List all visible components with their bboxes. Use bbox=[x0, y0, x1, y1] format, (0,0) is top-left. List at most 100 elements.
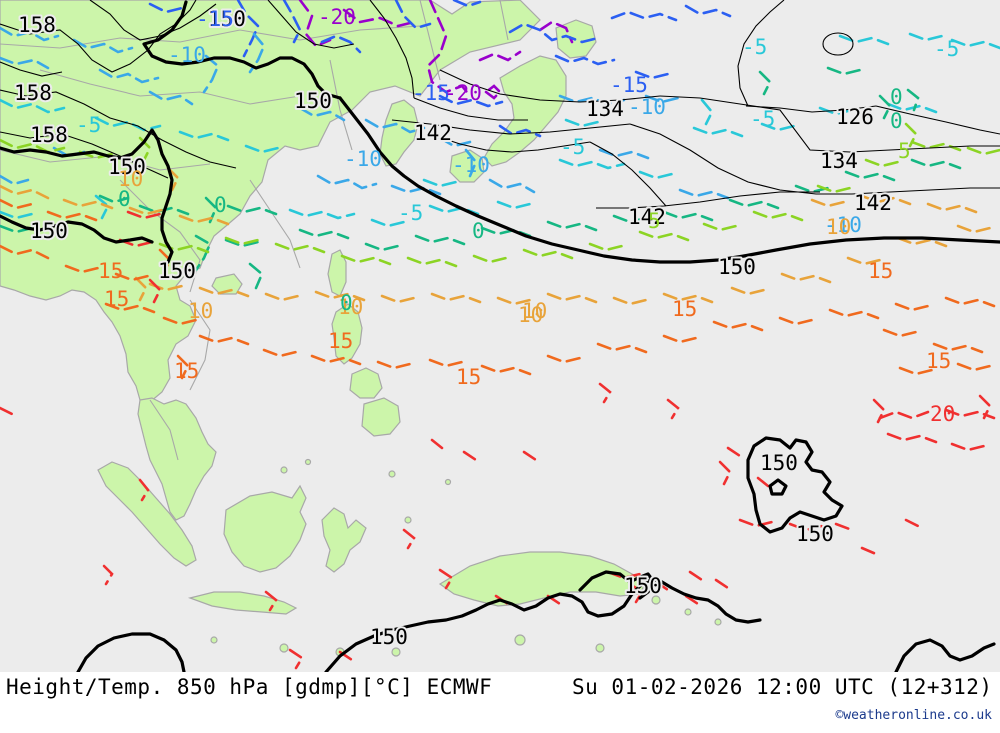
contour-142 bbox=[596, 191, 820, 209]
isotherm-label: 10 bbox=[826, 215, 851, 239]
land-new-guinea bbox=[438, 551, 647, 607]
contour-158 bbox=[0, 131, 169, 179]
land-island bbox=[651, 595, 661, 605]
isotherm-label: 5 bbox=[648, 209, 661, 233]
contour-thin-asia bbox=[369, 0, 415, 99]
isotherm-label: -10 bbox=[344, 147, 382, 171]
isotherm-label: -15 bbox=[610, 73, 648, 97]
isotherm-group bbox=[0, 0, 1000, 670]
land-borneo bbox=[223, 484, 307, 573]
isotherm-label-group: 15 bbox=[456, 365, 481, 389]
isotherm-label-group: 0 bbox=[890, 85, 903, 109]
isotherm-label-group: -10 bbox=[168, 43, 206, 67]
isotherm-label: 10 bbox=[118, 167, 143, 191]
land-japan-kyushu bbox=[449, 149, 485, 183]
isotherm-label: 10 bbox=[522, 299, 547, 323]
height-contour-label: 150 bbox=[294, 89, 332, 113]
isotherm-label: -5 bbox=[750, 107, 775, 131]
land-taiwan bbox=[327, 249, 347, 297]
land-island bbox=[304, 458, 312, 466]
isotherm--15 bbox=[148, 0, 732, 138]
height-contour-label: 134 bbox=[586, 97, 624, 121]
isotherm-label: -15 bbox=[196, 7, 234, 31]
svg-text:150: 150 bbox=[760, 451, 798, 475]
svg-text:134: 134 bbox=[586, 97, 624, 121]
isotherm-label: -10 bbox=[168, 43, 206, 67]
isotherm-label: 15 bbox=[926, 349, 951, 373]
isotherm-label-group: -5 bbox=[76, 113, 101, 137]
height-contour-label: 150 bbox=[30, 219, 68, 243]
isotherm-label: -5 bbox=[76, 113, 101, 137]
isotherm-label-group: 10 bbox=[826, 215, 851, 239]
isotherm--20 bbox=[298, 0, 574, 100]
isotherm-label: 20 bbox=[930, 402, 955, 426]
isotherm-label: 15 bbox=[174, 359, 199, 383]
land-korea bbox=[379, 99, 419, 167]
isotherm-label: -5 bbox=[398, 201, 423, 225]
height-contour-label: 150 bbox=[108, 155, 146, 179]
isotherm-label: 15 bbox=[98, 259, 123, 283]
map-canvas[interactable]: 158 158 158 158 158 158 150 150 150 150 150 150 150 1… bbox=[0, 0, 1000, 672]
land-island bbox=[514, 634, 526, 646]
isotherm-label: 0 bbox=[890, 85, 903, 109]
height-contour-label: 158 bbox=[30, 123, 68, 147]
isotherm-label: 15 bbox=[328, 329, 353, 353]
svg-text:150: 150 bbox=[718, 255, 756, 279]
land-japan-honshu bbox=[483, 55, 567, 167]
land-indochina bbox=[137, 397, 217, 521]
map-graphic: 1581581581581581581501501501501501501501… bbox=[0, 0, 1000, 672]
chart-title-label: Height/Temp. 850 hPa [gdmp][°C] ECMWF bbox=[6, 675, 493, 699]
footer-bar: Height/Temp. 850 hPa [gdmp][°C] ECMWF Su… bbox=[0, 672, 1000, 733]
isotherm-label-group: -5 bbox=[934, 37, 959, 61]
isotherm-label: -20 bbox=[318, 5, 356, 29]
land-island bbox=[714, 618, 722, 626]
svg-text:150: 150 bbox=[294, 89, 332, 113]
land-philippines-visayas bbox=[349, 367, 383, 399]
contour-150-thick bbox=[0, 0, 1000, 672]
height-contour-label: 150 bbox=[158, 259, 196, 283]
land-island bbox=[595, 643, 605, 653]
isotherm-label: 10 bbox=[338, 295, 363, 319]
svg-text:150: 150 bbox=[624, 574, 662, 598]
isotherm-label-group: -10 bbox=[824, 213, 862, 237]
height-contour-label: 142 bbox=[414, 121, 452, 145]
height-label-group: 1581581581581581581501501501501501501501… bbox=[12, 5, 894, 651]
isotherm-label-group: 10 bbox=[518, 303, 543, 327]
isotherm-label: 15 bbox=[868, 259, 893, 283]
isotherm-label-group: 15 bbox=[98, 259, 123, 283]
isotherm-label: 15 bbox=[672, 297, 697, 321]
svg-text:134: 134 bbox=[820, 149, 858, 173]
land-island bbox=[391, 647, 401, 657]
height-contour-label: 134 bbox=[820, 149, 858, 173]
isotherm-label: 10 bbox=[518, 303, 543, 327]
isotherm-label: 15 bbox=[104, 287, 129, 311]
isotherm-label-group: 10 bbox=[338, 295, 363, 319]
isotherm-label-group: 0 bbox=[214, 193, 227, 217]
contour-thin-asia bbox=[435, 135, 591, 153]
svg-text:158: 158 bbox=[30, 123, 68, 147]
isotherm-label: -10 bbox=[824, 213, 862, 237]
isotherm-label: 15 bbox=[456, 365, 481, 389]
svg-text:126: 126 bbox=[836, 105, 874, 129]
land-island bbox=[404, 516, 412, 524]
temperature-label-group: -15 -20-10-15-20 -15-10-5 -5-5-10 -10-5-50 0-… bbox=[76, 5, 959, 426]
height-contour-label: 150 bbox=[208, 7, 246, 31]
isotherm-label: 0 bbox=[118, 187, 131, 211]
svg-text:142: 142 bbox=[414, 121, 452, 145]
isotherm-10 bbox=[0, 166, 992, 306]
isotherm-label-group: -5 bbox=[560, 135, 585, 159]
land-sulawesi bbox=[321, 507, 367, 573]
isotherm-label-group: 15 bbox=[104, 287, 129, 311]
